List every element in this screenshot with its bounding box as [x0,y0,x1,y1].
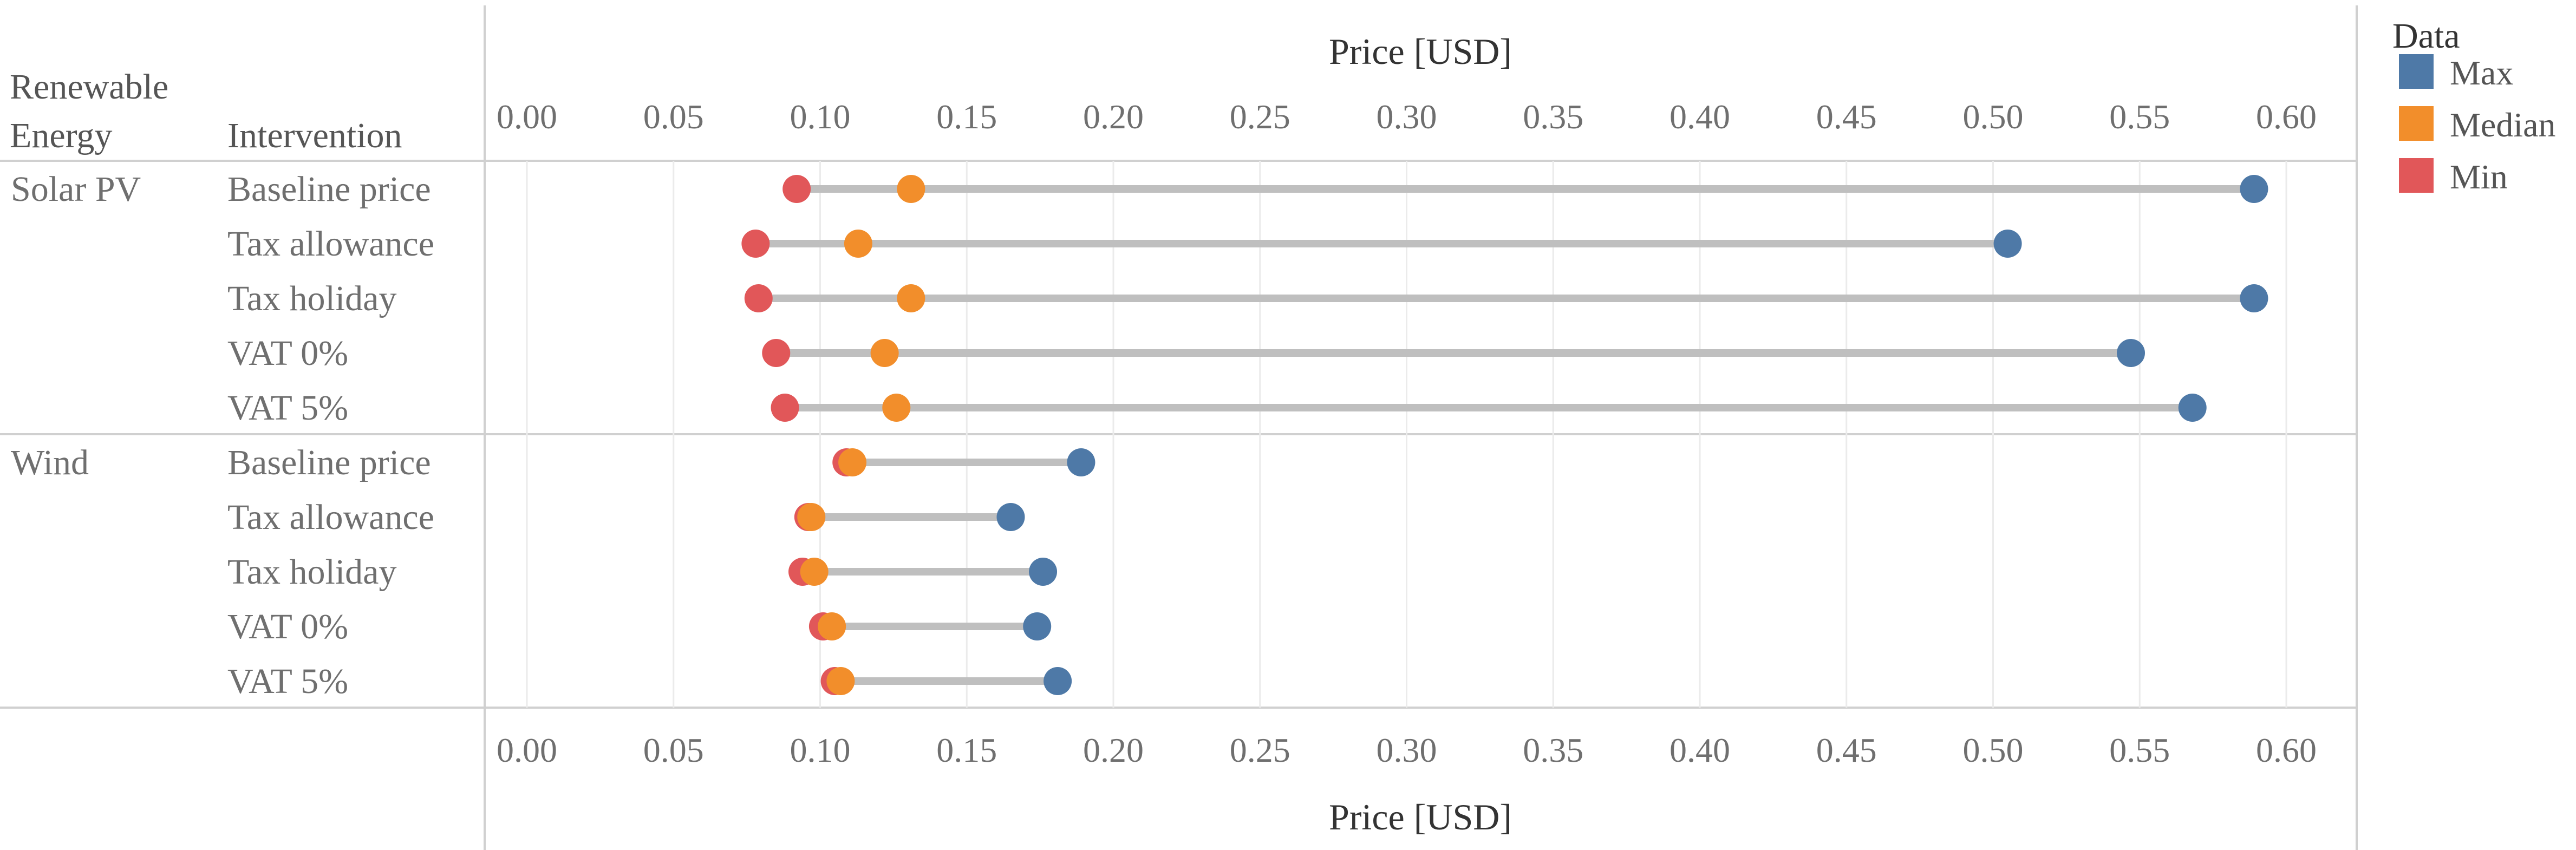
tick-label-top: 0.00 [497,97,557,136]
tick-label-top: 0.05 [643,97,704,136]
intervention-label: VAT 5% [227,388,348,428]
median-point [897,284,925,312]
tick-label-bottom: 0.05 [643,731,704,769]
tick-label-top: 0.20 [1083,97,1144,136]
tick-label-top: 0.40 [1669,97,1730,136]
gridlines [526,161,2287,708]
tick-label-top: 0.10 [790,97,851,136]
intervention-label: VAT 0% [227,334,348,373]
group-label: Solar PV [11,169,141,209]
intervention-label: VAT 0% [227,607,348,646]
median-point [800,558,829,586]
chart-rows: Solar PV Baseline price Tax allowance Tax h… [11,169,2268,701]
min-point [782,175,811,203]
row-header-labels: Renewable Energy Intervention [10,67,402,155]
tick-label-top: 0.15 [936,97,997,136]
min-point [741,230,770,258]
tick-label-bottom: 0.10 [790,731,851,769]
legend-swatch [2399,106,2434,141]
max-point [2178,394,2207,422]
tick-label-top: 0.30 [1377,97,1437,136]
median-point [882,394,911,422]
max-point [1993,230,2022,258]
median-point [870,339,899,367]
tick-label-top: 0.25 [1230,97,1290,136]
group-label: Wind [11,443,89,482]
legend-title: Data [2392,16,2460,56]
legend-items: Max Median Min [2399,54,2556,196]
intervention-label: Tax allowance [227,498,434,537]
median-point [844,230,872,258]
tick-label-bottom: 0.60 [2256,731,2317,769]
tick-label-top: 0.45 [1816,97,1877,136]
tick-label-top: 0.60 [2256,97,2317,136]
max-point [2117,339,2145,367]
bottom-axis-ticks: 0.00 0.05 0.10 0.15 0.20 0.25 0.30 0.35 0.40 0.45… [497,731,2317,769]
min-point [744,284,773,312]
header-intervention: Intervention [227,116,402,155]
legend-label: Median [2450,106,2556,144]
tick-label-bottom: 0.20 [1083,731,1144,769]
header-renewable-energy: Renewable Energy [10,67,178,155]
intervention-label: Baseline price [227,443,431,482]
tick-label-bottom: 0.25 [1230,731,1290,769]
intervention-label: Baseline price [227,169,431,209]
median-point [818,612,846,640]
tick-label-bottom: 0.55 [2109,731,2170,769]
tick-label-bottom: 0.30 [1377,731,1437,769]
tick-label-bottom: 0.45 [1816,731,1877,769]
tick-label-bottom: 0.35 [1523,731,1583,769]
tick-label-top: 0.55 [2109,97,2170,136]
median-point [826,667,855,695]
tick-label-bottom: 0.50 [1963,731,2024,769]
tick-label-top: 0.50 [1963,97,2024,136]
tick-label-bottom: 0.40 [1669,731,1730,769]
top-axis-title: Price [USD] [1329,31,1512,72]
max-point [2240,284,2268,312]
tick-label-top: 0.35 [1523,97,1583,136]
min-point [762,339,791,367]
max-point [996,503,1025,531]
max-point [1029,558,1058,586]
intervention-label: Tax allowance [227,224,434,264]
top-axis-ticks: 0.00 0.05 0.10 0.15 0.20 0.25 0.30 0.35 0.40 0.45… [497,97,2317,136]
bottom-axis-title: Price [USD] [1329,796,1512,838]
legend-swatch [2399,54,2434,89]
legend-swatch [2399,158,2434,193]
legend-label: Min [2450,158,2508,196]
median-point [797,503,826,531]
tick-label-bottom: 0.15 [936,731,997,769]
tick-label-bottom: 0.00 [497,731,557,769]
max-point [1023,612,1052,640]
max-point [1067,448,1095,476]
min-point [771,394,799,422]
legend-label: Max [2450,54,2513,92]
intervention-label: Tax holiday [227,279,396,318]
median-point [897,175,925,203]
intervention-label: Tax holiday [227,552,396,592]
chart-frame [0,5,2358,850]
intervention-label: VAT 5% [227,662,348,701]
median-point [838,448,867,476]
legend: Data Max Median Min [2392,16,2556,196]
max-point [2240,175,2268,203]
max-point [1044,667,1072,695]
